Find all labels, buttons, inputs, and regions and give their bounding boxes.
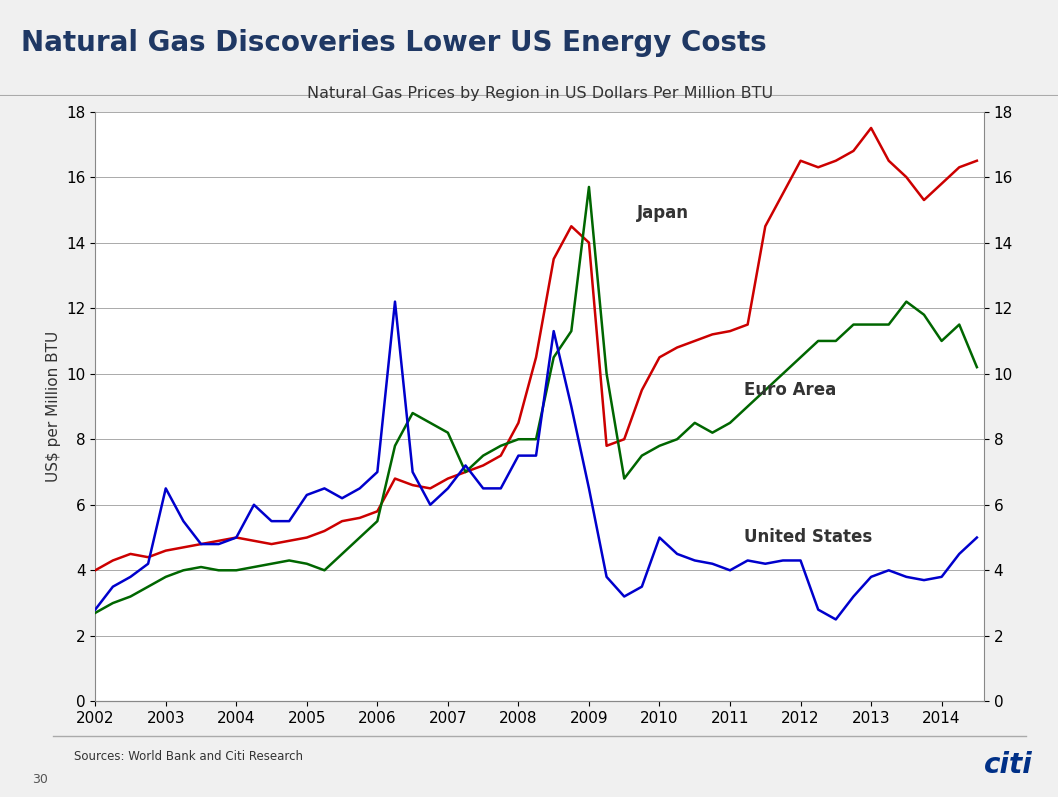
Text: Sources: World Bank and Citi Research: Sources: World Bank and Citi Research <box>74 751 303 764</box>
Text: citi: citi <box>984 751 1033 779</box>
Text: United States: United States <box>744 528 872 546</box>
Text: 30: 30 <box>32 773 48 786</box>
Title: Natural Gas Prices by Region in US Dollars Per Million BTU: Natural Gas Prices by Region in US Dolla… <box>307 86 772 100</box>
Text: Natural Gas Discoveries Lower US Energy Costs: Natural Gas Discoveries Lower US Energy … <box>21 29 767 57</box>
Text: Euro Area: Euro Area <box>744 381 836 398</box>
Y-axis label: US$ per Million BTU: US$ per Million BTU <box>45 331 60 482</box>
Text: Japan: Japan <box>637 204 690 222</box>
